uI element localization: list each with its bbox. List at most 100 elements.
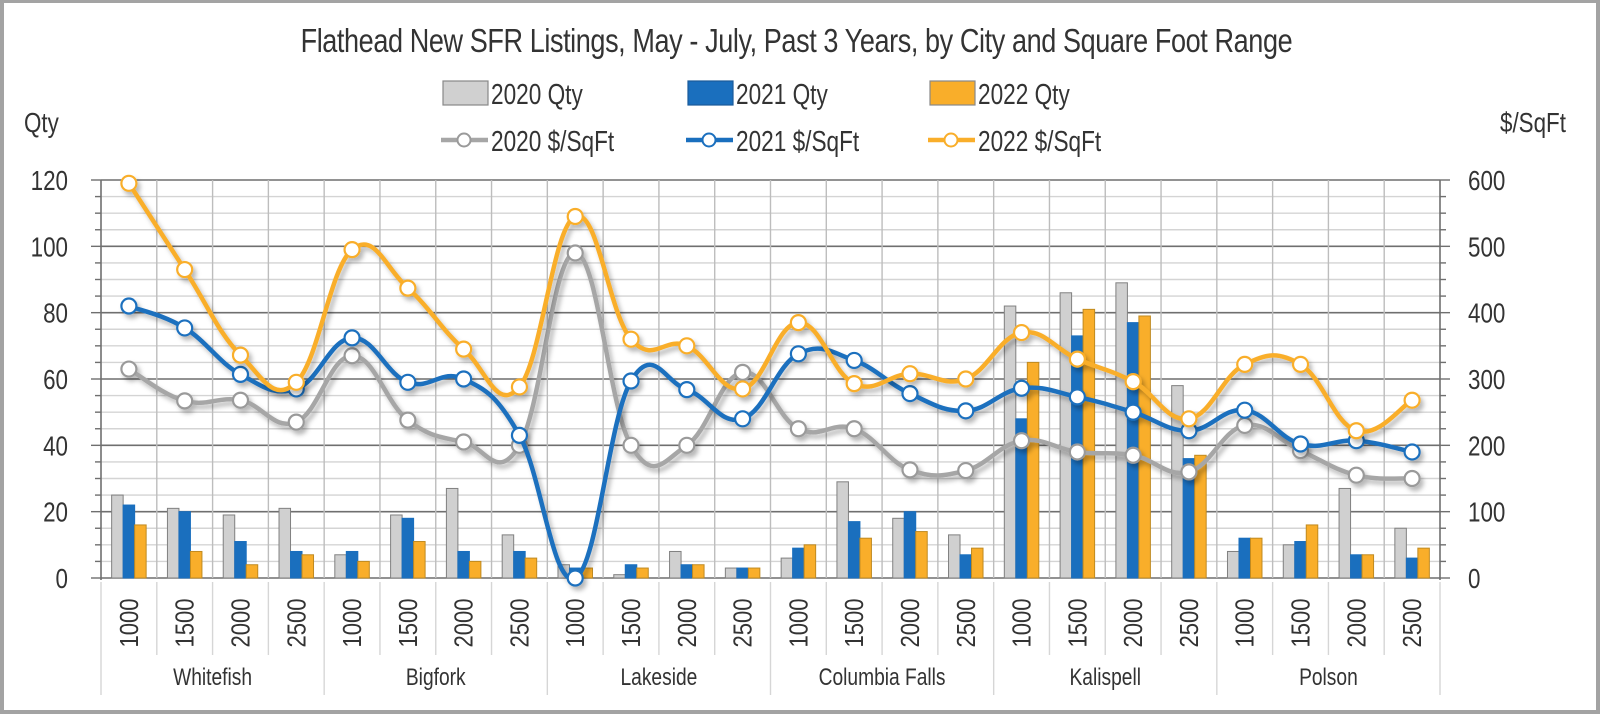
legend-label: 2020 Qty [491, 77, 583, 110]
y2-tick-label: 400 [1468, 298, 1505, 329]
group-label: Columbia Falls [819, 663, 946, 691]
bar-2021-qty [345, 550, 359, 579]
x-tick-label: 1000 [1008, 598, 1037, 647]
line-point [510, 378, 529, 396]
bar-2020-qty [724, 567, 738, 579]
line-point [176, 319, 194, 337]
line-point [789, 345, 807, 363]
line-point [1012, 323, 1031, 342]
y-tick-label: 60 [43, 365, 68, 396]
bar-2022-qty [1249, 537, 1263, 579]
line-point [1236, 401, 1254, 419]
bar-2022-qty [747, 567, 761, 579]
line-point [734, 380, 752, 398]
legend-swatch [929, 80, 976, 106]
bar-2022-qty [134, 524, 147, 579]
y2-tick-label: 300 [1468, 365, 1505, 396]
bar-2022-qty [1305, 524, 1319, 579]
bar-2021-qty [1238, 537, 1251, 579]
line-point [455, 370, 473, 388]
bar-2020-qty [1394, 527, 1407, 579]
line-point [957, 402, 975, 420]
bar-2022-qty [524, 557, 538, 579]
bar-2020-qty [836, 481, 849, 579]
line-point [734, 410, 752, 428]
line-point [789, 314, 807, 332]
line-point [287, 413, 305, 431]
bar-2021-qty [624, 564, 638, 579]
line-point [845, 351, 863, 370]
line-point [176, 260, 194, 279]
y2-tick-label: 500 [1468, 232, 1505, 263]
bar-2022-qty [413, 541, 426, 579]
line-point [789, 420, 807, 438]
y-tick-label: 100 [31, 232, 68, 263]
bar-2022-qty [859, 537, 872, 579]
line-point [957, 461, 975, 480]
line-point [1124, 373, 1142, 391]
line-point [1291, 355, 1310, 374]
y-axis-label: Qty [24, 108, 59, 139]
bar-2021-qty [903, 511, 917, 579]
line-point [1124, 403, 1142, 421]
bar-2020-qty [669, 550, 682, 579]
bar-2022-qty [189, 550, 203, 579]
x-tick-label: 1500 [171, 598, 200, 647]
bar-2020-qty [501, 534, 515, 579]
line-point [399, 279, 417, 297]
x-tick-label: 2500 [506, 598, 535, 647]
line-point [231, 391, 250, 409]
line-point [399, 373, 417, 391]
bar-2020-qty [222, 514, 236, 579]
bar-2020-qty [1115, 282, 1128, 579]
line-point [1068, 443, 1086, 461]
bar-2021-qty [1294, 541, 1307, 579]
x-tick-label: 2000 [1120, 598, 1149, 647]
line-group-2020-sqft [120, 244, 1421, 488]
bar-2022-qty [1138, 315, 1151, 579]
line-point [1236, 355, 1254, 374]
x-tick-label: 1000 [1231, 598, 1260, 647]
bar-2021-qty [847, 521, 861, 579]
legend-marker [701, 132, 717, 148]
line-point [455, 433, 473, 451]
bar-2020-qty [892, 517, 905, 579]
line-point [1012, 379, 1031, 397]
bar-2021-qty [290, 550, 303, 579]
bar-2021-qty [513, 550, 526, 579]
y-tick-label: 20 [43, 497, 68, 528]
line-point [343, 241, 361, 259]
legend-item: 2020 Qty [442, 77, 583, 111]
group-label: Kalispell [1070, 663, 1141, 691]
x-tick-label: 2000 [450, 598, 479, 647]
legend-item: 2021 Qty [687, 77, 828, 111]
line-point [622, 330, 640, 348]
x-tick-label: 2000 [1343, 598, 1372, 647]
line-point [1236, 416, 1254, 435]
line-point [176, 392, 194, 410]
line-point [845, 420, 863, 438]
bar-2022-qty [915, 531, 928, 579]
line-series [120, 174, 1421, 587]
legend-label: 2021 $/SqFt [736, 124, 860, 157]
x-tick-label: 2000 [227, 598, 256, 647]
legend-item: 2022 Qty [929, 77, 1070, 111]
line-group-2022-sqft [120, 174, 1421, 440]
line-point [566, 569, 584, 587]
x-tick-label: 2500 [1398, 598, 1427, 647]
legend-label: 2021 Qty [736, 77, 828, 110]
line-point [455, 340, 473, 358]
legend-item: 2022 $/SqFt [928, 124, 1102, 158]
line-point [1347, 422, 1365, 440]
line-point [1403, 443, 1421, 461]
bar-2020-qty [1059, 292, 1073, 579]
x-tick-label: 2500 [952, 598, 981, 647]
line-point [287, 373, 305, 391]
line-point [1068, 388, 1086, 406]
line-point [566, 244, 584, 262]
y-tick-label: 40 [43, 431, 68, 462]
line-point [1124, 446, 1142, 464]
bar-2020-qty [445, 487, 459, 579]
legend-marker [943, 132, 959, 148]
legend: 2020 Qty 2021 Qty 2022 Qty 2020 $/SqFt 2021 … [441, 77, 1102, 158]
